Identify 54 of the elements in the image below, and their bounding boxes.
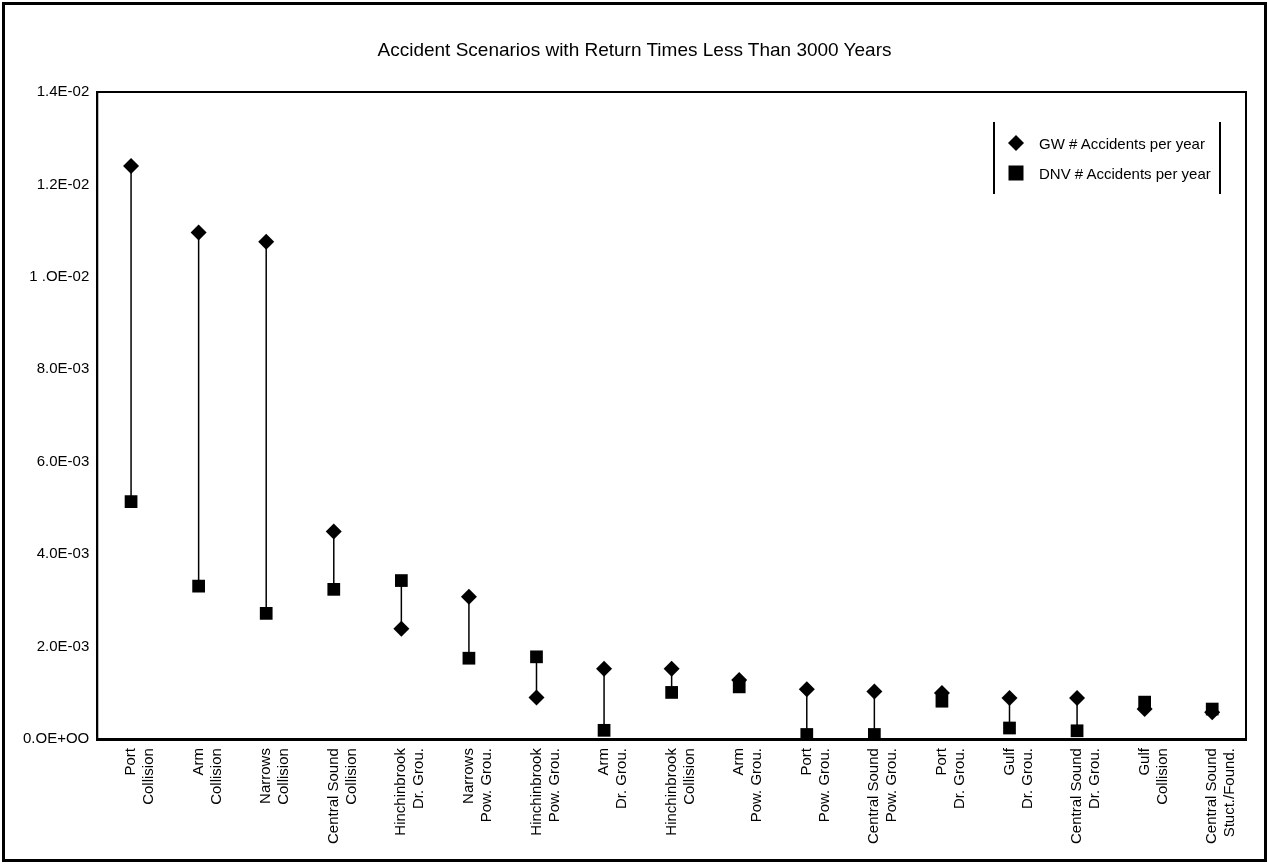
point bbox=[530, 650, 543, 664]
y-tick-label: 6.0E-03 bbox=[36, 451, 90, 469]
x-tick-label: Narrows Collision bbox=[256, 748, 292, 805]
point bbox=[123, 157, 140, 174]
x-tick-label: Port Dr. Grou. bbox=[932, 747, 968, 809]
x-tick-label: Hinchinbrook Collision bbox=[661, 747, 697, 836]
point bbox=[258, 233, 275, 250]
x-tick-label: Port Pow. Grou. bbox=[796, 747, 832, 823]
x-tick-label: Central Sound Pow. Grou. bbox=[864, 748, 900, 845]
y-tick-label: 1 .OE-02 bbox=[29, 267, 90, 285]
x-tick-label: Central Sound Collision bbox=[323, 748, 359, 845]
y-tick-label: 4.0E-03 bbox=[36, 544, 90, 562]
y-tick-label: 8.0E-03 bbox=[36, 359, 90, 377]
x-tick-label: Arm Pow. Grou. bbox=[729, 748, 765, 823]
y-tick-label: 1.2E-02 bbox=[36, 174, 90, 192]
point bbox=[1003, 721, 1016, 735]
x-tick-label: Hinchinbrook Dr. Grou. bbox=[391, 747, 427, 836]
x-tick-label: Gulf Collision bbox=[1134, 747, 1170, 805]
point bbox=[800, 728, 814, 740]
point bbox=[1069, 689, 1086, 706]
x-tick-label: Arm Dr. Grou. bbox=[594, 748, 630, 809]
x-tick-label: Hinchinbrook Pow. Grou. bbox=[526, 747, 562, 836]
point bbox=[597, 723, 611, 737]
x-tick-label: Narrows Pow. Grou. bbox=[459, 748, 495, 823]
point bbox=[462, 651, 476, 665]
point bbox=[528, 689, 545, 706]
point bbox=[124, 495, 138, 508]
legend-label: DNV # Accidents per year bbox=[1039, 164, 1211, 182]
x-tick-label: Arm Collision bbox=[188, 748, 224, 805]
point bbox=[867, 728, 881, 740]
y-tick-label: 1.4E-02 bbox=[36, 82, 90, 100]
y-tick-label: 0.OE+OO bbox=[23, 729, 90, 747]
point bbox=[325, 523, 342, 540]
legend-label: GW # Accidents per year bbox=[1039, 134, 1205, 152]
point bbox=[866, 683, 883, 700]
point bbox=[1001, 689, 1018, 706]
point bbox=[663, 660, 680, 677]
point bbox=[327, 582, 341, 596]
point bbox=[596, 660, 613, 677]
chart-title: Accident Scenarios with Return Times Less Than 3000 Years bbox=[376, 39, 893, 61]
point bbox=[190, 224, 207, 241]
point bbox=[460, 588, 477, 605]
x-tick-label: Gulf Dr. Grou. bbox=[999, 747, 1035, 809]
point bbox=[259, 607, 273, 620]
y-tick-label: 2.0E-03 bbox=[36, 636, 90, 654]
point bbox=[394, 574, 408, 587]
x-tick-label: Central Sound Stuct./Found. bbox=[1202, 748, 1238, 845]
point bbox=[665, 686, 678, 699]
point bbox=[393, 620, 410, 637]
x-tick-label: Central Sound Dr. Grou. bbox=[1067, 748, 1103, 845]
x-tick-label: Port Collision bbox=[121, 747, 157, 805]
point bbox=[798, 681, 815, 698]
point bbox=[1070, 724, 1084, 738]
point bbox=[192, 579, 205, 593]
